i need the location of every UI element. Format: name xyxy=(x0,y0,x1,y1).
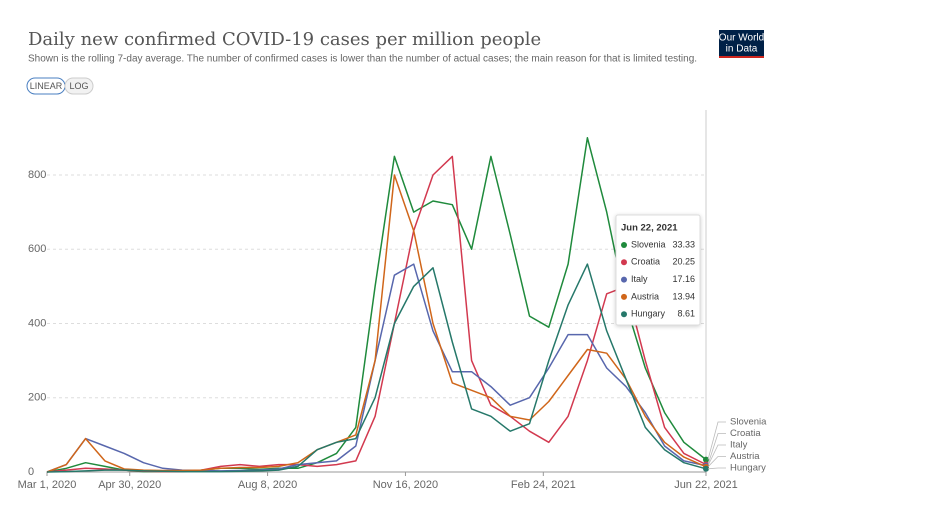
tooltip-title: Jun 22, 2021 xyxy=(621,223,678,234)
tooltip-value: 33.33 xyxy=(672,239,695,249)
end-point xyxy=(703,456,709,463)
chart-subtitle: Shown is the rolling 7-day average. The … xyxy=(28,54,697,65)
tooltip-value: 8.61 xyxy=(677,309,695,319)
tooltip-swatch xyxy=(621,259,627,266)
log-label: LOG xyxy=(69,81,88,91)
series-line xyxy=(46,137,707,473)
series-line xyxy=(46,155,707,473)
tooltip-swatch xyxy=(621,293,627,300)
tooltip-value: 20.25 xyxy=(672,257,695,267)
x-tick-label: Jun 22, 2021 xyxy=(674,479,738,491)
logo-underline xyxy=(719,56,764,58)
tooltip-name: Italy xyxy=(631,274,648,284)
tooltip-value: 17.16 xyxy=(672,274,695,284)
tooltip-swatch xyxy=(621,311,627,318)
logo-box[interactable] xyxy=(719,30,764,58)
logo-line: Our World xyxy=(719,33,764,44)
y-tick-label: 0 xyxy=(28,466,34,478)
tooltip-value: 13.94 xyxy=(672,291,695,301)
series-label: Hungary xyxy=(730,463,766,474)
label-connector xyxy=(707,444,726,466)
label-connector xyxy=(707,433,726,465)
tooltip-swatch xyxy=(621,276,627,283)
x-tick-label: Aug 8, 2020 xyxy=(238,479,297,491)
tooltip-swatch xyxy=(621,242,627,248)
series-line xyxy=(46,263,707,473)
chart-title: Daily new confirmed COVID-19 cases per m… xyxy=(28,29,541,50)
tooltip-name: Croatia xyxy=(631,257,660,267)
linear-label: LINEAR xyxy=(30,81,63,91)
label-connector xyxy=(707,421,726,460)
label-connector xyxy=(707,467,726,470)
end-point xyxy=(703,465,709,472)
tooltip-name: Hungary xyxy=(631,309,666,319)
x-tick-label: Feb 24, 2021 xyxy=(511,479,576,491)
tooltip-name: Slovenia xyxy=(631,239,666,249)
tooltip-name: Austria xyxy=(631,291,659,301)
series-label: Austria xyxy=(730,451,760,462)
series-label: Croatia xyxy=(730,428,761,439)
x-tick-label: Apr 30, 2020 xyxy=(98,479,161,491)
label-connector xyxy=(707,456,726,468)
log-button[interactable] xyxy=(64,77,94,95)
x-tick-label: Nov 16, 2020 xyxy=(373,479,438,491)
tooltip-box xyxy=(615,214,701,326)
y-tick-label: 600 xyxy=(28,243,46,255)
logo-line: in Data xyxy=(726,44,758,55)
series-line xyxy=(46,174,707,473)
series-label: Slovenia xyxy=(730,417,767,428)
y-tick-label: 800 xyxy=(28,169,46,181)
y-tick-label: 200 xyxy=(28,392,46,404)
series-line xyxy=(46,263,707,473)
y-tick-label: 400 xyxy=(28,317,46,329)
x-tick-label: Mar 1, 2020 xyxy=(18,479,77,491)
series-label: Italy xyxy=(730,440,748,451)
